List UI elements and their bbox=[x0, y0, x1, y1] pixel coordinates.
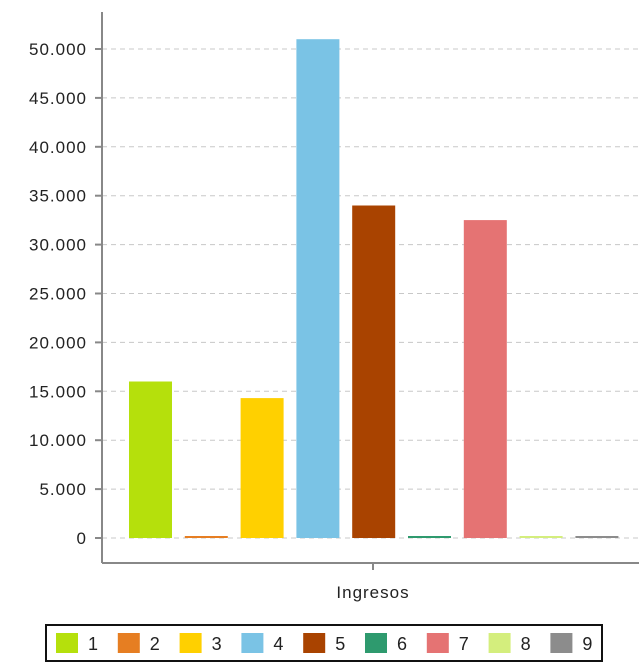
legend-label-1: 1 bbox=[88, 634, 98, 654]
bar-series-8 bbox=[519, 536, 563, 538]
bar-series-1 bbox=[129, 381, 172, 538]
x-axis-label: Ingresos bbox=[336, 583, 409, 602]
bar-series-7 bbox=[463, 220, 507, 538]
legend-swatch-1 bbox=[56, 633, 78, 653]
y-tick-label: 10.000 bbox=[29, 431, 87, 450]
legend-label-7: 7 bbox=[459, 634, 469, 654]
legend-label-2: 2 bbox=[150, 634, 160, 654]
legend: 1 2 3 4 5 6 7 8 9 bbox=[45, 624, 603, 662]
y-tick-label: 40.000 bbox=[29, 138, 87, 157]
y-tick-label: 30.000 bbox=[29, 236, 87, 255]
bars bbox=[129, 39, 619, 538]
y-tick-label: 5.000 bbox=[39, 480, 87, 499]
y-tick-label: 50.000 bbox=[29, 40, 87, 59]
legend-swatch-9 bbox=[550, 633, 573, 653]
bar-series-9 bbox=[575, 536, 619, 538]
bar-series-6 bbox=[408, 536, 451, 538]
legend-label-5: 5 bbox=[335, 634, 345, 654]
legend-swatch-4 bbox=[241, 633, 264, 653]
legend-label-3: 3 bbox=[212, 634, 222, 654]
y-tick-label: 45.000 bbox=[29, 89, 87, 108]
legend-label-4: 4 bbox=[273, 634, 283, 654]
legend-swatch-7 bbox=[426, 633, 449, 653]
bar-series-4 bbox=[296, 39, 340, 538]
y-tick-label: 15.000 bbox=[29, 382, 87, 401]
bar-series-3 bbox=[240, 398, 284, 538]
bar-series-5 bbox=[352, 205, 396, 538]
legend-swatch-3 bbox=[179, 633, 202, 653]
y-tick-label: 35.000 bbox=[29, 187, 87, 206]
legend-label-8: 8 bbox=[521, 634, 531, 654]
grid-lines bbox=[95, 48, 639, 539]
legend-swatch-5 bbox=[303, 633, 326, 653]
legend-label-9: 9 bbox=[582, 634, 592, 654]
legend-swatch-8 bbox=[488, 633, 511, 653]
axes bbox=[101, 12, 639, 570]
bar-series-2 bbox=[184, 536, 228, 538]
legend-swatch-6 bbox=[365, 633, 387, 653]
legend-swatch-2 bbox=[117, 633, 140, 653]
legend-label-6: 6 bbox=[397, 634, 407, 654]
y-tick-label: 20.000 bbox=[29, 333, 87, 352]
y-tick-label: 0 bbox=[77, 529, 87, 548]
y-tick-label: 25.000 bbox=[29, 285, 87, 304]
y-tick-labels: 0 5.000 10.000 15.000 20.000 25.000 30.000 35.0… bbox=[29, 40, 87, 548]
